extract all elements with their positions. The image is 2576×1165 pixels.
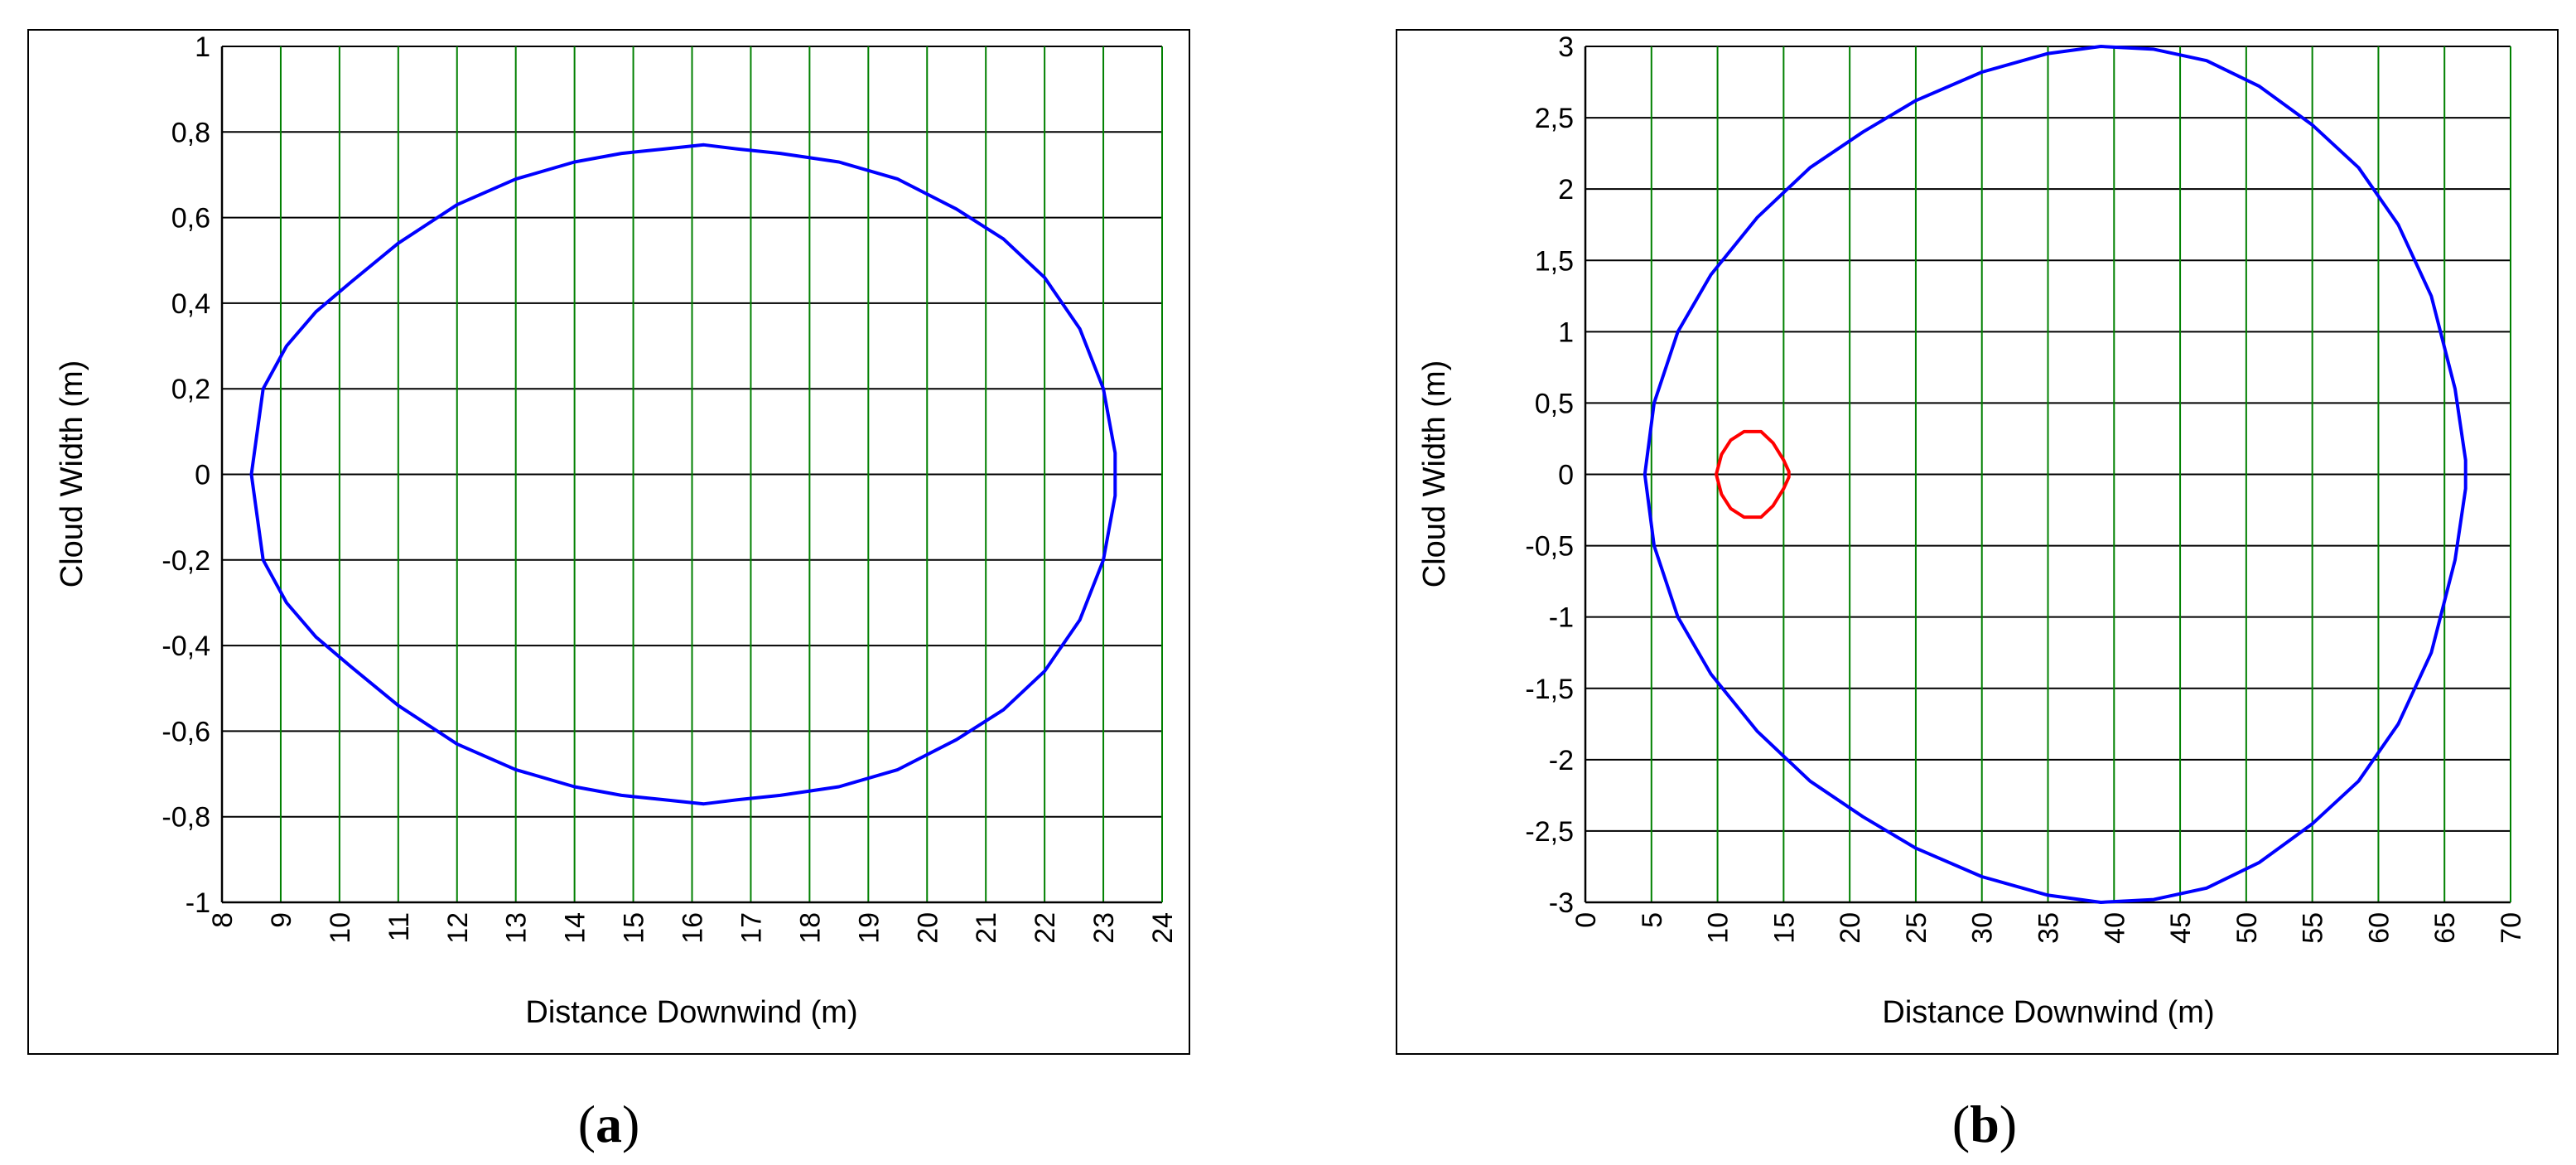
x-tick-label-a-3: 11 xyxy=(384,912,415,941)
x-tick-label-b-10: 50 xyxy=(2231,912,2263,944)
x-tick-label-b-12: 60 xyxy=(2363,912,2395,944)
axes-a xyxy=(220,46,1163,904)
y-tick-label-a-8: 0,6 xyxy=(171,203,210,234)
y-tick-label-b-10: 2 xyxy=(1558,174,1574,205)
x-tick-label-a-2: 10 xyxy=(325,912,356,944)
x-tick-label-b-6: 30 xyxy=(1967,912,1999,944)
y-tick-label-b-4: -1 xyxy=(1549,602,1574,634)
x-tick-label-b-2: 10 xyxy=(1703,912,1734,944)
x-tick-label-a-12: 20 xyxy=(912,912,943,944)
y-tick-label-a-4: -0,2 xyxy=(162,545,210,577)
y-tick-label-a-5: 0 xyxy=(195,460,210,491)
x-tick-label-b-4: 20 xyxy=(1835,912,1866,944)
y-tick-label-b-3: -1,5 xyxy=(1525,674,1574,705)
x-tick-label-b-13: 65 xyxy=(2429,912,2461,944)
chart-panel-b: -3-2,5-2-1,5-1-0,500,511,522,530 5 10 15 20 2… xyxy=(1396,29,2559,1153)
y-tick-label-b-1: -2,5 xyxy=(1525,816,1574,848)
x-tick-label-a-1: 9 xyxy=(266,912,297,928)
y-tick-label-a-10: 1 xyxy=(195,31,210,63)
x-tick-label-a-13: 21 xyxy=(971,912,1002,944)
x-tick-label-a-10: 18 xyxy=(794,912,826,944)
x-axis-label-b: Distance Downwind (m) xyxy=(1882,995,2214,1030)
x-tick-label-a-15: 23 xyxy=(1088,912,1120,944)
y-tick-label-b-7: 0,5 xyxy=(1535,388,1574,419)
x-tick-label-b-14: 70 xyxy=(2496,912,2527,944)
series-group-b xyxy=(1643,45,2467,904)
x-tick-label-b-3: 15 xyxy=(1768,912,1800,944)
x-tick-label-a-8: 16 xyxy=(678,912,709,944)
x-tick-label-b-9: 45 xyxy=(2165,912,2197,944)
tick-labels-a: -1-0,8-0,6-0,4-0,200,20,40,60,818 9 10 11 12… xyxy=(162,31,1179,944)
chart-panel-a: -1-0,8-0,6-0,4-0,200,20,40,60,818 9 10 11 12… xyxy=(27,29,1190,1153)
y-tick-label-a-6: 0,2 xyxy=(171,374,210,405)
y-tick-label-a-2: -0,6 xyxy=(162,716,210,747)
series-line-a-0 xyxy=(249,143,1117,806)
y-axis-label-b: Cloud Width (m) xyxy=(1417,360,1452,588)
y-tick-label-a-3: -0,4 xyxy=(162,631,210,662)
y-tick-label-b-0: -3 xyxy=(1549,887,1574,919)
grid-a xyxy=(222,46,1162,903)
y-tick-label-b-11: 2,5 xyxy=(1535,103,1574,134)
x-tick-label-a-5: 13 xyxy=(501,912,533,944)
x-tick-label-b-7: 35 xyxy=(2033,912,2065,944)
series-line-b-1 xyxy=(1715,429,1791,520)
axes-b xyxy=(1584,46,2511,904)
y-tick-label-a-9: 0,8 xyxy=(171,117,210,148)
y-tick-label-b-12: 3 xyxy=(1558,31,1574,63)
x-tick-label-b-5: 25 xyxy=(1901,912,1932,944)
x-tick-label-a-14: 22 xyxy=(1030,912,1061,944)
x-tick-label-a-0: 8 xyxy=(207,912,239,928)
y-tick-label-b-2: -2 xyxy=(1549,745,1574,776)
y-axis-label-a: Cloud Width (m) xyxy=(55,360,89,588)
x-tick-label-a-4: 12 xyxy=(442,912,474,944)
tick-labels-b: -3-2,5-2-1,5-1-0,500,511,522,530 5 10 15 20 2… xyxy=(1525,31,2527,944)
y-tick-label-b-5: -0,5 xyxy=(1525,531,1574,563)
x-tick-label-b-0: 0 xyxy=(1570,912,1602,928)
x-tick-label-a-9: 17 xyxy=(736,912,767,944)
series-group-a xyxy=(249,143,1117,806)
x-axis-label-a: Distance Downwind (m) xyxy=(525,995,857,1030)
x-tick-label-b-11: 55 xyxy=(2298,912,2329,944)
panel-label-b: (b) xyxy=(1952,1095,2017,1153)
y-tick-label-b-9: 1,5 xyxy=(1535,245,1574,277)
panel-label-a: (a) xyxy=(578,1095,640,1153)
y-tick-label-a-1: -0,8 xyxy=(162,802,210,834)
y-tick-label-b-6: 0 xyxy=(1558,460,1574,491)
y-tick-label-a-0: -1 xyxy=(186,887,210,919)
x-tick-label-a-6: 14 xyxy=(560,912,591,944)
panel-label-a-letter: a xyxy=(596,1095,622,1153)
x-tick-label-b-8: 40 xyxy=(2099,912,2130,944)
x-tick-label-a-7: 15 xyxy=(619,912,650,944)
series-line-b-0 xyxy=(1643,45,2467,904)
x-tick-label-b-1: 5 xyxy=(1637,912,1668,928)
panel-label-b-letter: b xyxy=(1970,1095,2000,1153)
x-tick-label-a-11: 19 xyxy=(853,912,885,944)
y-tick-label-b-8: 1 xyxy=(1558,317,1574,348)
x-tick-label-a-16: 24 xyxy=(1147,912,1179,944)
y-tick-label-a-7: 0,4 xyxy=(171,288,210,320)
